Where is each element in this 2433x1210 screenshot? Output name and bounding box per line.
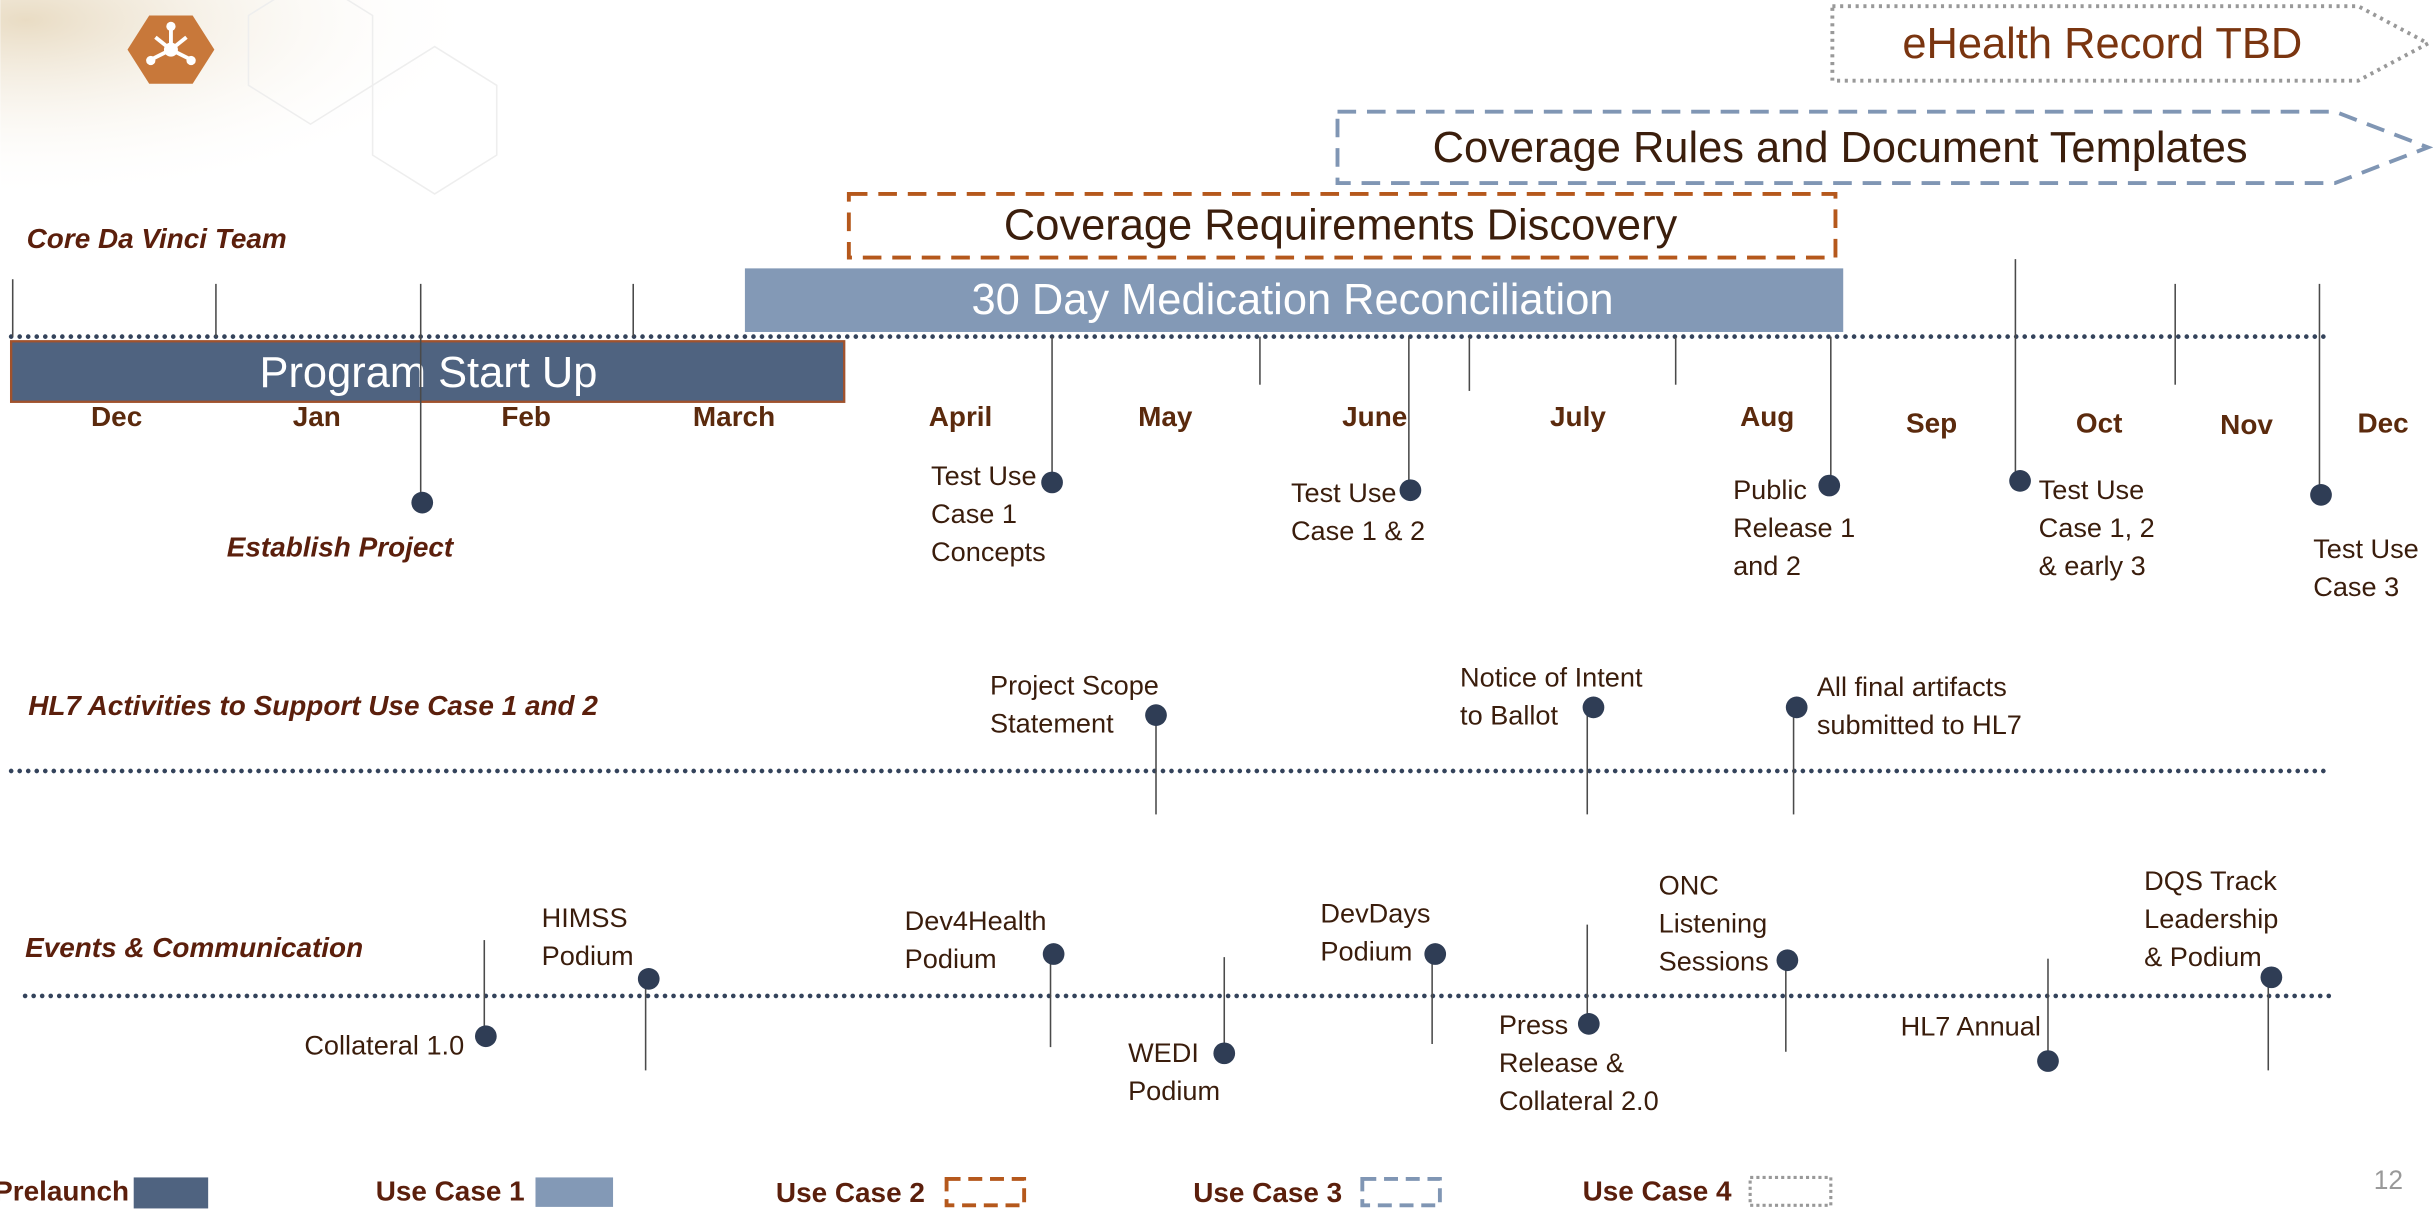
month-label: Dec: [2357, 407, 2408, 438]
legend-label: Use Case 4: [1583, 1175, 1732, 1206]
milestone-dot: [1578, 1013, 1600, 1035]
milestone-label: HIMSS: [542, 902, 628, 933]
month-label: Jan: [293, 401, 341, 432]
milestone-label: Leadership: [2144, 903, 2278, 934]
bar-label: Coverage Requirements Discovery: [1004, 202, 1678, 250]
milestone-label: ONC: [1659, 870, 1719, 901]
month-label: July: [1550, 401, 1606, 432]
milestone-label: Podium: [1128, 1075, 1220, 1106]
bar-label: 30 Day Medication Reconciliation: [971, 276, 1613, 324]
milestone-label: submitted to HL7: [1817, 709, 2022, 740]
milestone-dot: [2310, 484, 2332, 506]
milestone-label: WEDI: [1128, 1037, 1199, 1068]
legend-label: Use Case 1: [376, 1175, 525, 1206]
legend-swatch: [947, 1179, 1025, 1205]
milestone-label: Listening: [1659, 908, 1768, 939]
legend-label: Prelaunch: [0, 1175, 129, 1206]
milestone-dot: [2009, 470, 2031, 492]
milestone-dot: [475, 1025, 497, 1047]
page-number: 12: [2374, 1165, 2403, 1195]
legend-label: Use Case 3: [1193, 1177, 1342, 1208]
milestone-dot: [411, 492, 433, 514]
milestone-dot: [1424, 943, 1446, 965]
milestone-label: Podium: [1320, 935, 1412, 966]
milestone-dot: [638, 968, 660, 990]
legend-label: Use Case 2: [776, 1177, 925, 1208]
month-label: Aug: [1740, 401, 1794, 432]
bar-label: Program Start Up: [260, 349, 598, 397]
legend-swatch: [134, 1177, 208, 1208]
milestone-label: Podium: [542, 940, 634, 971]
month-label: April: [929, 401, 993, 432]
milestone-label: DQS Track: [2144, 865, 2277, 896]
milestone-label: Test Use: [1291, 477, 1397, 508]
milestone-label: Test Use: [931, 460, 1037, 491]
slide: eHealth Record TBD Coverage Rules and Do…: [0, 0, 2433, 1210]
month-label: June: [1342, 401, 1407, 432]
milestone-dot: [1213, 1042, 1235, 1064]
milestone-label: Test Use: [2313, 533, 2419, 564]
month-label: Oct: [2076, 407, 2123, 438]
month-label: Sep: [1906, 407, 1957, 438]
row-label: Core Da Vinci Team: [27, 223, 287, 254]
milestone-label: Collateral 1.0: [304, 1029, 464, 1060]
month-label: May: [1138, 401, 1193, 432]
milestone-label: Dev4Health: [905, 905, 1047, 936]
milestone-label: Release 1: [1733, 512, 1855, 543]
row-label: HL7 Activities to Support Use Case 1 and…: [28, 690, 598, 721]
milestone-label: Sessions: [1659, 946, 1769, 977]
milestone-label: Release &: [1499, 1047, 1624, 1078]
milestone-label: Establish Project: [227, 532, 455, 563]
milestone-label: Case 1, 2: [2039, 512, 2155, 543]
milestone-dot: [1400, 479, 1422, 501]
month-label: March: [693, 401, 775, 432]
milestone-dot: [2261, 966, 2283, 988]
bar-label: eHealth Record TBD: [1902, 20, 2302, 68]
milestone-dot: [1583, 697, 1605, 719]
milestone-label: Public: [1733, 474, 1807, 505]
milestone-dot: [1786, 697, 1808, 719]
background-decoration: [0, 0, 512, 202]
milestone-label: Press: [1499, 1009, 1568, 1040]
milestone-label: & Podium: [2144, 941, 2262, 972]
month-label: Nov: [2220, 409, 2273, 440]
milestone-label: DevDays: [1320, 897, 1430, 928]
bar-label: Coverage Rules and Document Templates: [1433, 124, 2248, 172]
legend-swatch: [535, 1177, 613, 1206]
milestone-label: & early 3: [2039, 550, 2146, 581]
milestone-dot: [1041, 472, 1063, 494]
month-label: Dec: [91, 401, 142, 432]
milestone-label: and 2: [1733, 550, 1801, 581]
milestone-dot: [1145, 704, 1167, 726]
milestone-label: Collateral 2.0: [1499, 1085, 1659, 1116]
milestone-dot: [1777, 949, 1799, 971]
milestone-dot: [1043, 943, 1065, 965]
milestone-label: Case 1: [931, 498, 1017, 529]
milestone-label: HL7 Annual: [1901, 1011, 2041, 1042]
month-label: Feb: [501, 401, 551, 432]
milestone-label: All final artifacts: [1817, 671, 2007, 702]
milestone-label: Case 1 & 2: [1291, 515, 1425, 546]
milestone-label: Podium: [905, 943, 997, 974]
milestone-label: Statement: [990, 707, 1114, 738]
legend-swatch: [1750, 1177, 1831, 1205]
milestone-dot: [2037, 1050, 2059, 1072]
milestone-label: to Ballot: [1460, 700, 1558, 731]
row-label: Events & Communication: [25, 932, 363, 963]
milestone-label: Case 3: [2313, 571, 2399, 602]
legend: Prelaunch Use Case 1 Use Case 2 Use Case…: [0, 1175, 1831, 1208]
milestone-label: Project Scope: [990, 669, 1159, 700]
milestone-dot: [1818, 475, 1840, 497]
milestone-label: Concepts: [931, 536, 1046, 567]
legend-swatch: [1362, 1179, 1440, 1205]
milestone-label: Notice of Intent: [1460, 662, 1643, 693]
milestone-label: Test Use: [2039, 474, 2145, 505]
